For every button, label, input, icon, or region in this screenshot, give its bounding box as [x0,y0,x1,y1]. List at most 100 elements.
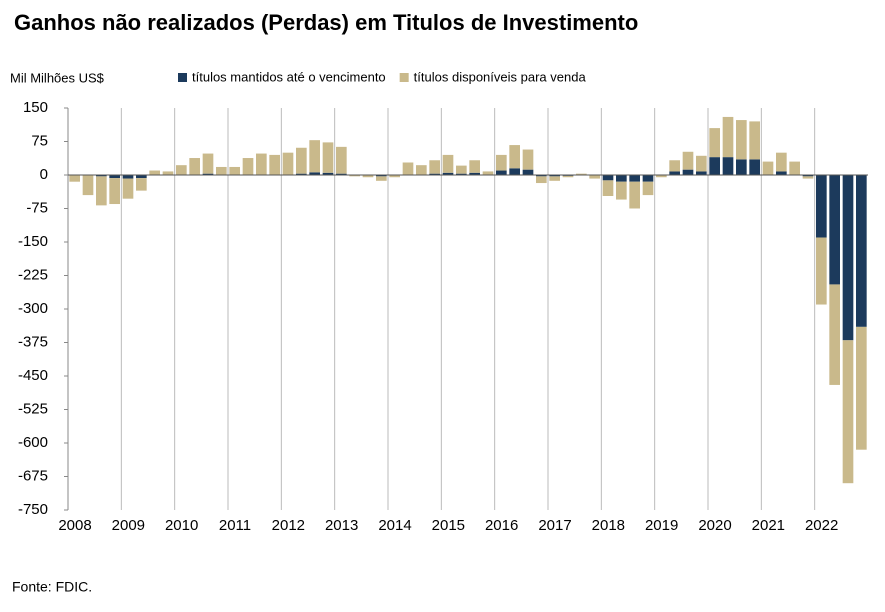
bar [722,157,734,175]
bar [122,178,134,199]
bar [202,153,214,174]
x-tick-label: 2018 [592,517,625,534]
bar [82,175,94,196]
bar [96,175,107,177]
y-tick-label: 75 [31,132,48,149]
bar [229,166,240,175]
bar [722,116,734,158]
bar [389,175,400,178]
bar [589,175,600,179]
x-tick-label: 2009 [112,517,145,534]
bar [509,168,520,175]
bar [162,171,174,175]
bar [749,159,760,175]
bar [616,175,627,182]
legend-label: títulos mantidos até o vencimento [192,69,386,84]
bar [282,152,294,175]
bar [642,181,654,196]
x-tick-label: 2017 [538,517,571,534]
bar [562,175,574,178]
x-tick-label: 2020 [698,517,731,534]
bar [482,171,494,175]
y-tick-label: -675 [18,467,48,484]
bar [682,151,694,170]
bar [376,175,387,177]
bar [362,175,374,178]
x-tick-label: 2016 [485,517,518,534]
bar [96,176,107,206]
bar [602,175,614,181]
bar [376,176,387,181]
bar [802,175,814,177]
y-tick-label: 150 [23,99,48,116]
bar [109,175,120,179]
x-tick-label: 2021 [752,517,785,534]
bar [309,172,320,175]
legend-label: títulos disponíveis para venda [414,69,587,84]
bar [429,160,440,174]
bar [709,157,720,175]
bar [802,176,814,179]
chart-title: Ganhos não realizados (Perdas) em Titulo… [14,10,638,35]
bar [496,170,507,175]
source: Fonte: FDIC. [12,579,92,595]
y-tick-label: -600 [18,434,48,451]
bar [136,175,147,179]
bar [842,340,854,484]
x-tick-label: 2019 [645,517,678,534]
bar [776,171,787,175]
bar [349,175,360,177]
bar [122,175,134,179]
bar [669,160,680,172]
bar [109,178,120,205]
bar [456,173,467,175]
bar [469,160,480,173]
bar [269,154,280,175]
bar [736,159,747,175]
bar [829,175,840,285]
bar [682,169,694,175]
bar [522,149,534,170]
bar [642,175,654,182]
bar [696,155,707,172]
bar [789,161,800,175]
y-tick-label: 0 [40,166,48,183]
bar [762,161,774,175]
bar [216,166,227,175]
bar [176,165,187,175]
x-tick-label: 2010 [165,517,198,534]
bar [669,171,680,175]
bar [256,153,267,175]
bar [736,120,747,160]
y-tick-label: -300 [18,300,48,317]
bar [842,175,854,341]
bar [322,142,334,173]
bar [296,173,307,175]
y-tick-label: -450 [18,367,48,384]
y-tick-label: -75 [26,199,48,216]
bar [829,284,840,385]
x-tick-label: 2022 [805,517,838,534]
bar [136,178,147,191]
x-tick-label: 2015 [432,517,465,534]
bar [656,175,667,178]
bar [602,180,614,196]
bar [776,152,787,172]
bar [536,176,547,184]
bar [202,173,214,175]
bar [749,121,760,160]
legend-swatch [399,73,409,82]
bar [429,173,440,175]
bar [296,147,307,174]
bar [576,173,587,175]
bar [509,145,520,169]
bar [322,172,334,175]
bar [696,171,707,175]
y-tick-label: -525 [18,400,48,417]
bar [416,165,427,175]
bar [336,173,347,175]
bar [856,326,867,450]
bar [456,165,467,174]
bar [242,158,254,175]
bar [309,140,320,173]
